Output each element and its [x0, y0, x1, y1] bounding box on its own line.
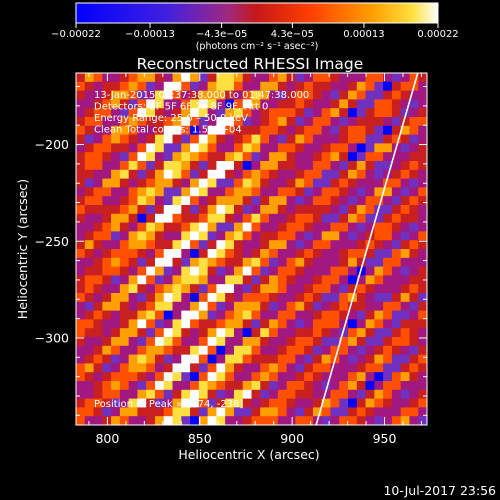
- colorbar-tick-label: −0.00013: [125, 29, 175, 40]
- y-tick-label: −200: [35, 137, 69, 152]
- colorbar-tick-label: −4.3e−05: [196, 29, 248, 40]
- info-line: Clean Total counts: 1.51E+04: [94, 125, 242, 136]
- colorbar-tick-label: 0.00013: [343, 29, 384, 40]
- colorbar-tick-label: −0.00022: [51, 29, 101, 40]
- info-line: 13-Jan-2015 01:37:38.000 to 01:47:38.000: [94, 90, 309, 101]
- colorbar-tick-label: 0.00022: [417, 29, 458, 40]
- timestamp: 10-Jul-2017 23:56: [383, 483, 496, 498]
- colorbar-tick-label: 4.3e−05: [271, 29, 314, 40]
- axis-ticks: 800 850 900 950 −200 −250 −300: [35, 73, 427, 446]
- x-tick-label: 950: [373, 431, 397, 446]
- x-tick-label: 800: [95, 431, 119, 446]
- heatmap-image: [76, 73, 427, 425]
- plot-frame: [75, 72, 428, 426]
- y-tick-label: −300: [35, 330, 69, 345]
- info-annotations: 13-Jan-2015 01:37:38.000 to 01:47:38.000…: [94, 90, 309, 136]
- solar-limb-line: [315, 73, 419, 425]
- info-line: Detectors: 3F 5F 6F 7F 8F 9F, Att 0: [94, 102, 268, 113]
- peak-position-label: Position of Peak = [874, -238]: [94, 399, 243, 410]
- y-tick-label: −250: [35, 234, 69, 249]
- x-tick-label: 850: [188, 431, 212, 446]
- y-axis-label: Heliocentric Y (arcsec): [15, 179, 30, 319]
- chart-title: Reconstructed RHESSI Image: [137, 55, 364, 73]
- colorbar: [75, 2, 439, 24]
- info-line: Energy Range: 25.0 – 50.0 keV: [94, 113, 248, 124]
- colorbar-units: (photons cm⁻² s⁻¹ asec⁻²): [196, 41, 319, 52]
- colorbar-ticks: −0.00022 −0.00013 −4.3e−05 4.3e−05 0.00013 0.…: [51, 23, 459, 40]
- x-tick-label: 900: [280, 431, 304, 446]
- x-axis-label: Heliocentric X (arcsec): [178, 447, 319, 462]
